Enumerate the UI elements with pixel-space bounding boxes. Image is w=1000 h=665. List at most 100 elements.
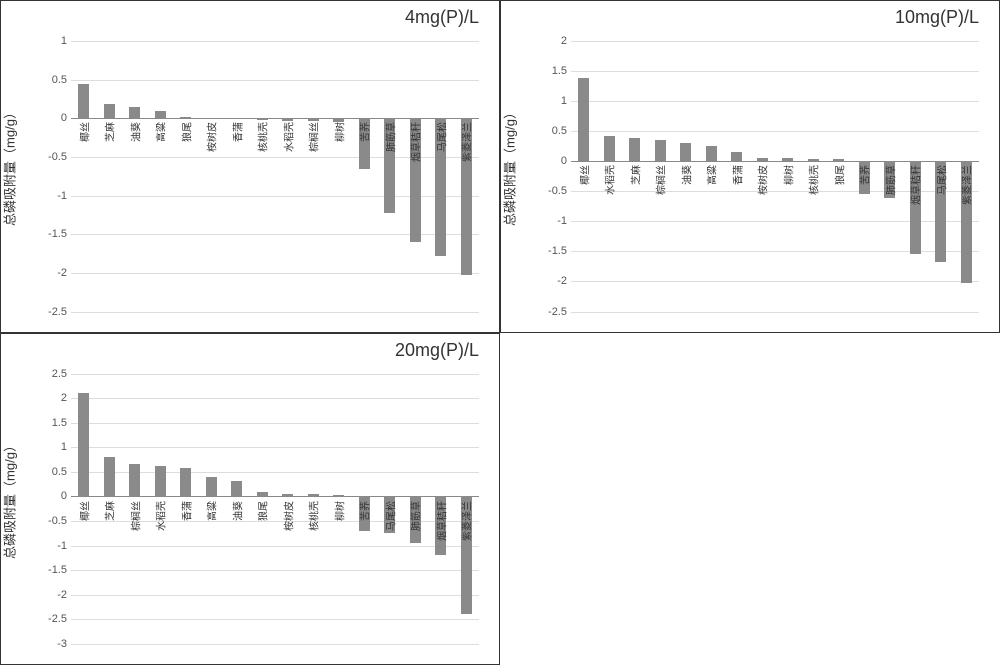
bar <box>808 159 819 161</box>
bar <box>257 492 268 497</box>
category-label: 芝麻 <box>102 122 117 142</box>
y-tick-label: 0 <box>39 112 67 124</box>
y-tick-label: 1 <box>539 95 567 107</box>
y-tick-label: 0 <box>39 490 67 502</box>
y-tick-label: -2.5 <box>39 306 67 318</box>
y-tick-label: -3 <box>39 638 67 650</box>
y-tick-label: 0.5 <box>39 74 67 86</box>
bar <box>629 138 640 161</box>
gridline <box>571 131 979 132</box>
category-label: 油葵 <box>127 122 142 142</box>
bar <box>604 136 615 161</box>
bar <box>231 481 242 497</box>
gridline <box>571 281 979 282</box>
gridline <box>71 41 479 42</box>
bar <box>206 477 217 497</box>
gridline <box>71 546 479 547</box>
bar <box>129 464 140 496</box>
category-label: 棕榈丝 <box>306 122 321 152</box>
panel-20mg: 20mg(P)/L 总磷吸附量（mg/g） -3-2.5-2-1.5-1-0.5… <box>0 333 500 665</box>
bar <box>782 158 793 161</box>
gridline <box>71 312 479 313</box>
y-axis: -2.5-2-1.5-1-0.500.511.52 <box>541 41 569 312</box>
bar <box>757 158 768 162</box>
y-tick-label: -2.5 <box>39 613 67 625</box>
category-label: 香蒲 <box>729 165 744 185</box>
bar <box>104 104 115 118</box>
panel-title: 10mg(P)/L <box>895 7 979 28</box>
bar <box>833 159 844 161</box>
chart-area: 椰丝芝麻油葵高粱狼尾桉树皮香蒲核桃壳水稻壳棕榈丝柳树苦荞肺筋草烟草秸秆马尾松紫菱… <box>71 41 479 312</box>
category-label: 桉树皮 <box>755 165 770 195</box>
y-tick-label: 1 <box>39 441 67 453</box>
chart-area: 椰丝芝麻棕榈丝水稻壳香蒲高粱油葵狼尾桉树皮核桃壳柳树苦荞马尾松肺筋草烟草秸秆紫菱… <box>71 374 479 645</box>
category-label: 紫菱泽兰 <box>959 165 974 205</box>
category-label: 棕榈丝 <box>127 501 142 531</box>
gridline <box>71 374 479 375</box>
panel-empty <box>500 333 1000 665</box>
y-axis-label: 总磷吸附量（mg/g） <box>0 439 19 559</box>
y-tick-label: -0.5 <box>539 185 567 197</box>
y-axis: -3-2.5-2-1.5-1-0.500.511.522.5 <box>41 374 69 645</box>
bar <box>155 466 166 496</box>
category-label: 烟草秸秆 <box>908 165 923 205</box>
category-label: 狼尾 <box>255 501 270 521</box>
category-label: 苦荞 <box>357 501 372 521</box>
y-tick-label: 1 <box>39 35 67 47</box>
y-tick-label: 2 <box>39 392 67 404</box>
y-tick-label: -1.5 <box>39 564 67 576</box>
y-tick-label: -0.5 <box>39 515 67 527</box>
panel-4mg: 4mg(P)/L 总磷吸附量（mg/g） -2.5-2-1.5-1-0.500.… <box>0 0 500 333</box>
bar <box>104 457 115 496</box>
y-tick-label: -1.5 <box>539 245 567 257</box>
panel-title: 4mg(P)/L <box>405 7 479 28</box>
category-label: 烟草秸秆 <box>433 501 448 541</box>
gridline <box>71 398 479 399</box>
category-label: 马尾松 <box>382 501 397 531</box>
gridline <box>571 101 979 102</box>
y-tick-label: -2.5 <box>539 306 567 318</box>
category-label: 苦荞 <box>857 165 872 185</box>
category-label: 核桃壳 <box>255 122 270 152</box>
gridline <box>571 41 979 42</box>
category-label: 芝麻 <box>627 165 642 185</box>
plot: 椰丝芝麻油葵高粱狼尾桉树皮香蒲核桃壳水稻壳棕榈丝柳树苦荞肺筋草烟草秸秆马尾松紫菱… <box>71 41 479 312</box>
y-tick-label: 1.5 <box>39 417 67 429</box>
category-label: 水稻壳 <box>280 122 295 152</box>
category-label: 苦荞 <box>357 122 372 142</box>
category-label: 肺筋草 <box>882 165 897 195</box>
y-axis-label: 总磷吸附量（mg/g） <box>0 106 19 226</box>
bar <box>129 107 140 119</box>
category-label: 香蒲 <box>229 122 244 142</box>
bar <box>333 495 344 496</box>
category-label: 香蒲 <box>178 501 193 521</box>
category-label: 狼尾 <box>831 165 846 185</box>
category-label: 烟草秸秆 <box>408 122 423 162</box>
category-label: 椰丝 <box>76 501 91 521</box>
y-tick-label: 2.5 <box>39 368 67 380</box>
y-tick-label: -2 <box>39 589 67 601</box>
category-label: 芝麻 <box>102 501 117 521</box>
y-tick-label: -1 <box>539 215 567 227</box>
category-label: 紫菱泽兰 <box>459 122 474 162</box>
bar <box>282 118 293 120</box>
bar <box>180 117 191 119</box>
bar <box>680 143 691 161</box>
bar <box>308 494 319 496</box>
bar <box>731 152 742 161</box>
y-tick-label: 2 <box>539 35 567 47</box>
category-label: 肺筋草 <box>408 501 423 531</box>
chart-area: 椰丝水稻壳芝麻棕榈丝油葵高粱香蒲桉树皮柳树核桃壳狼尾苦荞肺筋草烟草秸秆马尾松紫菱… <box>571 41 979 312</box>
category-label: 棕榈丝 <box>653 165 668 195</box>
gridline <box>571 312 979 313</box>
category-label: 柳树 <box>331 122 346 142</box>
category-label: 核桃壳 <box>306 501 321 531</box>
plot: 椰丝水稻壳芝麻棕榈丝油葵高粱香蒲桉树皮柳树核桃壳狼尾苦荞肺筋草烟草秸秆马尾松紫菱… <box>571 41 979 312</box>
bar <box>78 393 89 496</box>
panel-title: 20mg(P)/L <box>395 340 479 361</box>
gridline <box>71 619 479 620</box>
gridline <box>71 80 479 81</box>
y-tick-label: 1.5 <box>539 65 567 77</box>
bar <box>282 494 293 497</box>
bar <box>206 118 217 119</box>
